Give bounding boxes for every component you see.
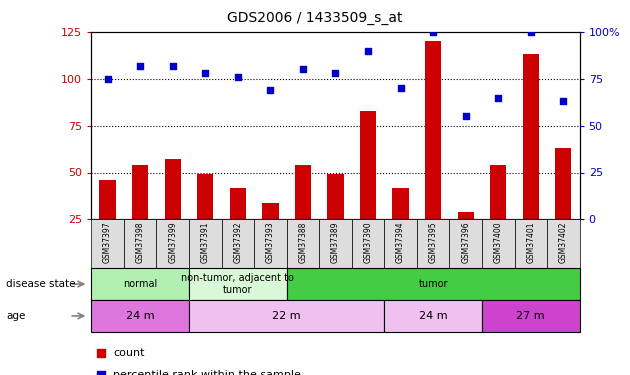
Bar bbox=[197, 174, 214, 219]
FancyBboxPatch shape bbox=[254, 219, 287, 268]
Bar bbox=[360, 111, 376, 219]
Text: GSM37402: GSM37402 bbox=[559, 222, 568, 263]
Bar bbox=[555, 148, 571, 219]
FancyBboxPatch shape bbox=[287, 219, 319, 268]
Text: GSM37394: GSM37394 bbox=[396, 222, 405, 263]
Point bbox=[103, 76, 113, 82]
Bar bbox=[523, 54, 539, 219]
FancyBboxPatch shape bbox=[189, 268, 287, 300]
Text: non-tumor, adjacent to
tumor: non-tumor, adjacent to tumor bbox=[181, 273, 294, 295]
FancyBboxPatch shape bbox=[91, 300, 189, 332]
FancyBboxPatch shape bbox=[417, 219, 449, 268]
Point bbox=[168, 63, 178, 69]
Point bbox=[419, 72, 429, 78]
FancyBboxPatch shape bbox=[515, 219, 547, 268]
Bar bbox=[132, 165, 148, 219]
FancyBboxPatch shape bbox=[319, 219, 352, 268]
Bar bbox=[328, 174, 343, 219]
Text: GSM37392: GSM37392 bbox=[233, 222, 243, 263]
FancyBboxPatch shape bbox=[287, 268, 580, 300]
Point bbox=[298, 66, 308, 72]
FancyBboxPatch shape bbox=[91, 268, 189, 300]
Point bbox=[200, 70, 210, 76]
Bar bbox=[295, 165, 311, 219]
FancyBboxPatch shape bbox=[352, 219, 384, 268]
Text: GSM37400: GSM37400 bbox=[494, 222, 503, 263]
Text: GSM37388: GSM37388 bbox=[299, 222, 307, 263]
Point bbox=[428, 29, 438, 35]
FancyBboxPatch shape bbox=[189, 219, 222, 268]
FancyBboxPatch shape bbox=[124, 219, 156, 268]
Bar bbox=[230, 188, 246, 219]
Text: GSM37399: GSM37399 bbox=[168, 222, 177, 263]
Point bbox=[396, 85, 406, 91]
FancyBboxPatch shape bbox=[482, 300, 580, 332]
Point bbox=[558, 98, 568, 104]
Bar bbox=[392, 188, 409, 219]
Text: tumor: tumor bbox=[418, 279, 448, 289]
FancyBboxPatch shape bbox=[384, 219, 417, 268]
Text: percentile rank within the sample: percentile rank within the sample bbox=[113, 370, 301, 375]
Bar bbox=[262, 202, 278, 219]
Text: GSM37390: GSM37390 bbox=[364, 222, 372, 263]
Text: GSM37391: GSM37391 bbox=[201, 222, 210, 263]
Bar bbox=[100, 180, 116, 219]
Point bbox=[265, 87, 275, 93]
FancyBboxPatch shape bbox=[189, 300, 384, 332]
Text: 24 m: 24 m bbox=[126, 311, 154, 321]
Point bbox=[461, 113, 471, 119]
Text: age: age bbox=[6, 311, 26, 321]
Point bbox=[419, 277, 429, 283]
Point bbox=[493, 94, 503, 100]
Point bbox=[233, 74, 243, 80]
Text: GSM37401: GSM37401 bbox=[526, 222, 536, 263]
Text: 27 m: 27 m bbox=[517, 311, 545, 321]
Text: 24 m: 24 m bbox=[419, 311, 447, 321]
FancyBboxPatch shape bbox=[222, 219, 254, 268]
FancyBboxPatch shape bbox=[91, 219, 124, 268]
Text: count: count bbox=[113, 348, 145, 358]
FancyBboxPatch shape bbox=[384, 300, 482, 332]
FancyBboxPatch shape bbox=[482, 219, 515, 268]
Point bbox=[330, 70, 340, 76]
Text: GSM37389: GSM37389 bbox=[331, 222, 340, 263]
Text: GSM37393: GSM37393 bbox=[266, 222, 275, 263]
Point bbox=[525, 29, 536, 35]
Bar bbox=[164, 159, 181, 219]
Text: GDS2006 / 1433509_s_at: GDS2006 / 1433509_s_at bbox=[227, 11, 403, 25]
Text: GSM37397: GSM37397 bbox=[103, 222, 112, 263]
FancyBboxPatch shape bbox=[449, 219, 482, 268]
Text: GSM37396: GSM37396 bbox=[461, 222, 470, 263]
Bar bbox=[457, 212, 474, 219]
Text: GSM37398: GSM37398 bbox=[135, 222, 145, 263]
Text: 22 m: 22 m bbox=[272, 311, 301, 321]
Point bbox=[363, 48, 373, 54]
FancyBboxPatch shape bbox=[156, 219, 189, 268]
Point bbox=[135, 63, 146, 69]
Text: disease state: disease state bbox=[6, 279, 76, 289]
Text: GSM37395: GSM37395 bbox=[428, 222, 438, 263]
Text: normal: normal bbox=[123, 279, 158, 289]
Bar bbox=[425, 41, 441, 219]
Bar bbox=[490, 165, 507, 219]
FancyBboxPatch shape bbox=[547, 219, 580, 268]
